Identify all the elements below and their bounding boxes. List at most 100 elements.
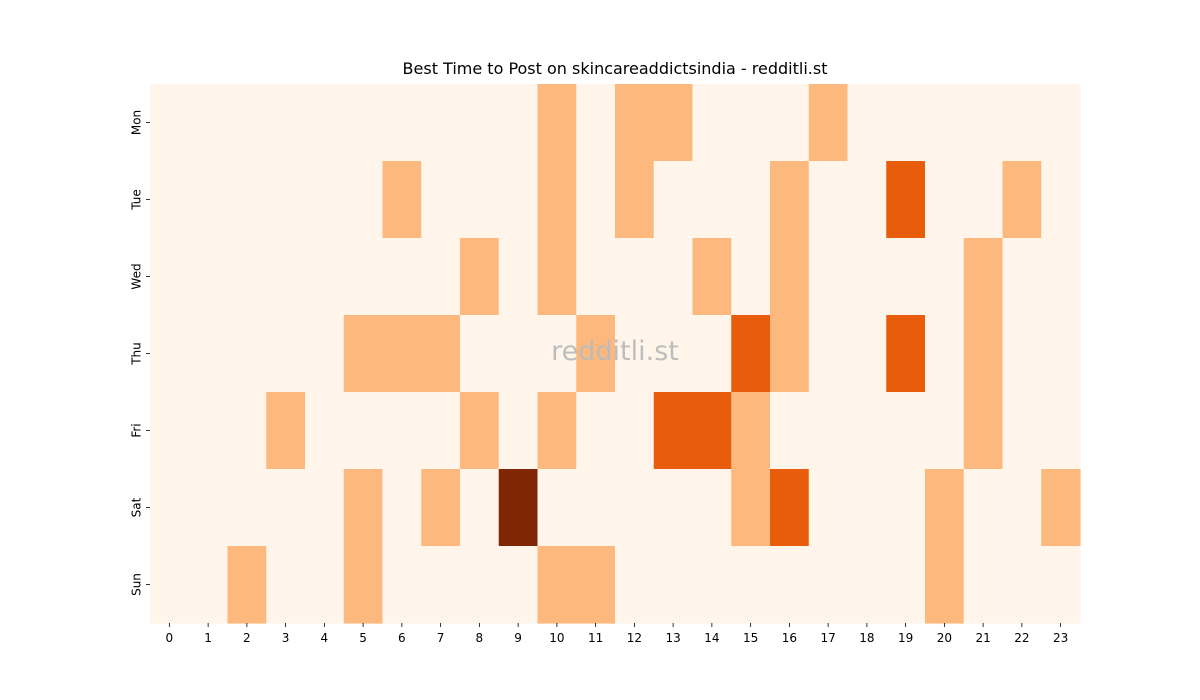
heatmap-cell-mon-0	[150, 84, 190, 162]
heatmap-cell-thu-9	[498, 315, 539, 393]
heatmap-cell-tue-5	[343, 161, 384, 239]
heatmap-cell-thu-8	[460, 315, 500, 393]
heatmap-cell-thu-10	[537, 315, 577, 393]
heatmap-cell-thu-12	[615, 315, 655, 393]
heatmap-cell-tue-0	[150, 161, 190, 239]
heatmap-cell-sun-8	[460, 546, 500, 624]
heatmap-cell-thu-15	[731, 315, 771, 393]
heatmap-cell-sun-7	[421, 546, 461, 624]
heatmap-cell-tue-21	[963, 161, 1004, 239]
heatmap-cell-wed-13	[653, 238, 694, 316]
heatmap-cell-sat-21	[963, 469, 1004, 547]
heatmap-cell-sun-13	[653, 546, 694, 624]
heatmap-cell-tue-18	[847, 161, 887, 239]
heatmap-cell-thu-18	[847, 315, 887, 393]
heatmap-cell-thu-3	[266, 315, 306, 393]
x-tick-label: 22	[1014, 631, 1029, 645]
heatmap-cell-wed-8	[460, 238, 500, 316]
heatmap-cell-mon-15	[731, 84, 771, 162]
x-tick-label: 10	[549, 631, 564, 645]
heatmap-cell-sun-15	[731, 546, 771, 624]
heatmap-cell-thu-0	[150, 315, 190, 393]
heatmap-cell-sat-13	[653, 469, 694, 547]
heatmap-cell-sun-5	[343, 546, 384, 624]
x-tick-label: 16	[782, 631, 797, 645]
heatmap-cell-mon-10	[537, 84, 577, 162]
x-tick-label: 7	[437, 631, 445, 645]
heatmap-cell-tue-12	[615, 161, 655, 239]
heatmap-cell-fri-12	[615, 392, 655, 470]
heatmap-cell-mon-5	[343, 84, 384, 162]
heatmap-cell-mon-3	[266, 84, 306, 162]
heatmap-cell-wed-3	[266, 238, 306, 316]
heatmap-cell-wed-20	[925, 238, 965, 316]
heatmap-cell-fri-5	[343, 392, 384, 470]
heatmap-cell-sun-12	[615, 546, 655, 624]
heatmap-cell-tue-14	[692, 161, 732, 239]
heatmap-cell-tue-2	[227, 161, 267, 239]
heatmap-cell-sun-23	[1041, 546, 1081, 624]
heatmap-cell-sun-9	[498, 546, 539, 624]
heatmap-cell-fri-6	[382, 392, 422, 470]
heatmap-cell-mon-22	[1002, 84, 1042, 162]
heatmap-cell-sat-4	[305, 469, 345, 547]
heatmap-cell-fri-9	[498, 392, 539, 470]
heatmap-cell-mon-20	[925, 84, 965, 162]
y-tick-label: Sat	[130, 497, 144, 517]
heatmap-cell-mon-12	[615, 84, 655, 162]
heatmap-cell-wed-22	[1002, 238, 1042, 316]
heatmap-cell-sat-6	[382, 469, 422, 547]
heatmap-cell-wed-14	[692, 238, 732, 316]
heatmap-cell-sun-17	[808, 546, 849, 624]
heatmap-cell-sun-16	[770, 546, 810, 624]
heatmap-cell-wed-21	[963, 238, 1004, 316]
heatmap-cell-wed-10	[537, 238, 577, 316]
heatmap-cell-tue-22	[1002, 161, 1042, 239]
heatmap-cell-wed-17	[808, 238, 849, 316]
heatmap-cell-mon-17	[808, 84, 849, 162]
heatmap-cell-thu-23	[1041, 315, 1081, 393]
heatmap-cell-sat-7	[421, 469, 461, 547]
x-tick-label: 3	[282, 631, 290, 645]
y-tick-label: Sun	[130, 573, 144, 596]
heatmap-cell-mon-6	[382, 84, 422, 162]
heatmap-cell-wed-9	[498, 238, 539, 316]
y-tick-label: Thu	[130, 342, 144, 366]
heatmap-cell-fri-0	[150, 392, 190, 470]
heatmap-cell-tue-11	[576, 161, 616, 239]
heatmap-cell-sat-2	[227, 469, 267, 547]
heatmap-cell-mon-16	[770, 84, 810, 162]
chart-title: Best Time to Post on skincareaddictsindi…	[402, 59, 828, 78]
heatmap-cell-sat-1	[188, 469, 229, 547]
heatmap-cell-fri-17	[808, 392, 849, 470]
heatmap-cell-thu-13	[653, 315, 694, 393]
heatmap-cell-fri-11	[576, 392, 616, 470]
x-tick-label: 11	[588, 631, 603, 645]
heatmap-cell-thu-22	[1002, 315, 1042, 393]
heatmap-cell-sat-3	[266, 469, 306, 547]
heatmap-cell-sun-19	[886, 546, 926, 624]
heatmap-cell-sat-17	[808, 469, 849, 547]
heatmap-cell-fri-20	[925, 392, 965, 470]
heatmap-cell-tue-8	[460, 161, 500, 239]
heatmap-cell-thu-16	[770, 315, 810, 393]
heatmap-cell-thu-11	[576, 315, 616, 393]
heatmap-cell-thu-5	[343, 315, 384, 393]
heatmap-cell-sat-23	[1041, 469, 1081, 547]
heatmap-cell-sun-10	[537, 546, 577, 624]
x-tick-label: 19	[898, 631, 913, 645]
heatmap-cell-mon-23	[1041, 84, 1081, 162]
heatmap-cell-thu-6	[382, 315, 422, 393]
heatmap-cell-sun-22	[1002, 546, 1042, 624]
heatmap-cell-tue-7	[421, 161, 461, 239]
heatmap-cell-sat-16	[770, 469, 810, 547]
x-tick-label: 12	[627, 631, 642, 645]
heatmap-cell-sat-11	[576, 469, 616, 547]
heatmap-cell-fri-13	[653, 392, 694, 470]
heatmap-cell-tue-16	[770, 161, 810, 239]
x-tick-label: 1	[204, 631, 212, 645]
heatmap-cell-fri-23	[1041, 392, 1081, 470]
heatmap-cell-sun-14	[692, 546, 732, 624]
heatmap-cell-tue-6	[382, 161, 422, 239]
heatmap-cell-fri-10	[537, 392, 577, 470]
